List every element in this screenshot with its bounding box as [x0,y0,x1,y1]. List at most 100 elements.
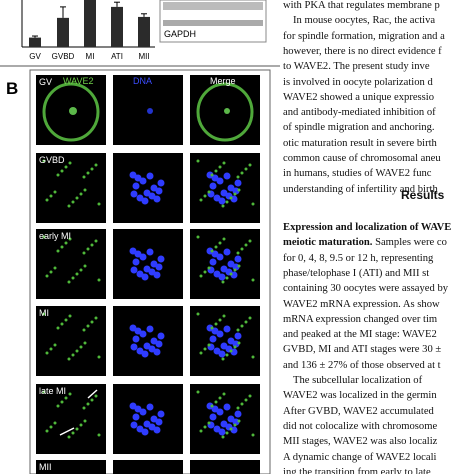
signal [53,266,57,270]
signal [222,161,226,165]
signal [64,318,68,322]
figure: GAPDH B WAVE2 DNA Merge GV GVBD early MI MI lat… [0,0,280,474]
micrograph [36,229,106,299]
signal [42,312,46,316]
x-tick-label: ATI [111,52,123,61]
chromosome [216,253,224,261]
chromosome [216,177,224,185]
signal [196,312,200,316]
text-line: for spindle formation, migration and a [283,30,445,42]
signal [196,159,200,163]
signal [240,402,244,406]
signal [82,406,86,410]
signal [42,390,46,394]
signal [225,200,229,204]
signal [214,245,218,249]
results-heading: Results [401,188,445,202]
signal [207,266,211,270]
text-line: for 0, 4, 8, 9.5 or 12 h, representing [283,252,434,264]
text-line: with PKA that regulates membrane p [283,0,440,11]
signal [218,241,222,245]
signal [210,404,214,408]
signal [53,190,57,194]
blot-band [163,20,263,26]
signal [83,264,87,268]
text-line: MII stages, WAVE2 was also localiz [283,436,438,448]
micrograph [36,460,106,474]
signal [56,326,60,330]
nucleus [69,107,77,115]
signal [49,194,53,198]
chromosome [155,263,163,271]
chromosome [157,332,165,340]
signal [90,398,94,402]
signal [45,198,49,202]
signal [237,419,241,423]
chromosome [139,253,147,261]
chromosome [209,182,217,190]
text-line: is involved in oocyte polarization d [283,76,433,88]
signal [82,328,86,332]
signal [199,429,203,433]
signal [210,326,214,330]
chromosome [234,255,242,263]
chromosome [132,413,140,421]
nucleus [224,108,230,114]
chromosome [157,410,165,418]
text-line: did not colocalize with chromosome [283,420,438,432]
chromosome [234,179,242,187]
signal [79,423,83,427]
signal [64,241,68,245]
signal [86,402,90,406]
signal [225,431,229,435]
signal [64,165,68,169]
signal [218,318,222,322]
signal [237,341,241,345]
signal [71,200,75,204]
signal [75,349,79,353]
signal [244,243,248,247]
micrograph [190,229,260,299]
micrograph [190,460,260,474]
signal [71,431,75,435]
micrograph [190,153,260,223]
chromosome [218,428,226,436]
text-line: however, there is no direct evidence f [283,45,442,57]
signal [236,406,240,410]
signal [60,322,64,326]
signal [71,353,75,357]
chromosome [153,195,161,203]
signal [94,163,98,167]
signal [79,192,83,196]
text-line: WAVE2 mRNA expression. As show [283,298,440,310]
signal [86,324,90,328]
signal [210,249,214,253]
signal [218,165,222,169]
signal [45,351,49,355]
signal [237,188,241,192]
chromosome [139,408,147,416]
oocyte [196,82,254,142]
signal [251,278,255,282]
signal [221,357,225,361]
signal [49,347,53,351]
signal [199,274,203,278]
signal [86,171,90,175]
signal [221,435,225,439]
signal [236,175,240,179]
signal [214,322,218,326]
signal [248,394,252,398]
signal [75,427,79,431]
signal [67,357,71,361]
chromosome [130,343,138,351]
signal [199,351,203,355]
row-label: GV [39,77,52,87]
signal [83,341,87,345]
signal [203,347,207,351]
chromosome [157,255,165,263]
text-line: understanding of infertility and birth [283,183,438,195]
chromosome [146,325,154,333]
blot-band [163,2,263,10]
row-label: GVBD [39,155,65,165]
signal [236,251,240,255]
